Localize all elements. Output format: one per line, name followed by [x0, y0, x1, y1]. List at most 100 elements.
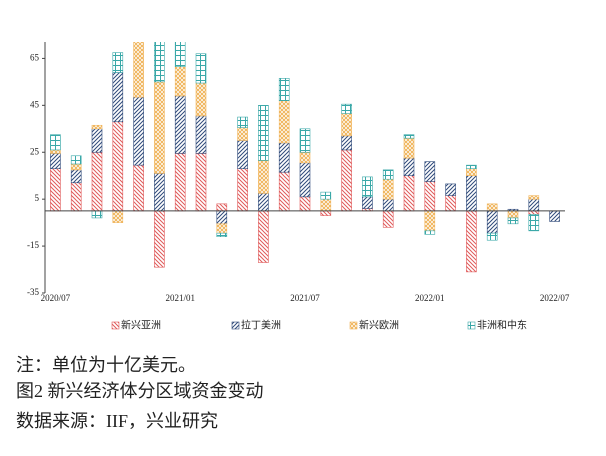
bar-segment	[133, 164, 144, 212]
bar-segment	[403, 175, 415, 212]
legend-label: 拉丁美洲	[241, 318, 281, 331]
bar-segment	[278, 78, 290, 101]
bar-segment	[486, 232, 498, 241]
bar-segment	[237, 140, 248, 169]
bar-segment	[70, 163, 82, 171]
x-tick-label: 2022/07	[540, 293, 570, 303]
x-tick-label: 2021/07	[290, 293, 320, 303]
y-tick-label: -35	[27, 287, 39, 297]
bar-segment	[133, 42, 144, 98]
bar-segment	[278, 100, 290, 144]
bar-segment	[403, 157, 415, 177]
bar-segment	[216, 210, 228, 225]
bar-segment	[278, 171, 290, 212]
bar-segment	[466, 168, 477, 177]
x-tick-label: 2022/01	[415, 293, 445, 303]
x-tick-label: 2021/01	[165, 293, 195, 303]
chart-title: 图2 新兴经济体分区域资金变动	[16, 381, 264, 401]
bar-segment	[154, 81, 165, 174]
bar-segment	[445, 183, 456, 196]
bar-segment	[528, 198, 540, 212]
legend-swatch	[467, 321, 476, 330]
bar-segment	[112, 72, 124, 123]
bar-segment	[528, 210, 540, 215]
bar-segment	[466, 164, 477, 169]
bar-segment	[112, 121, 124, 212]
bar-segment	[320, 191, 332, 200]
bar-segment	[424, 210, 436, 232]
bar-segment	[195, 53, 207, 84]
bar-segment	[341, 103, 352, 114]
bar-segment	[299, 128, 311, 153]
bar-segment	[50, 153, 61, 169]
bar-segment	[174, 66, 186, 97]
bar-segment	[258, 160, 269, 194]
bar-segment	[258, 193, 269, 212]
legend-label: 新兴欧洲	[359, 318, 399, 331]
bar-segment	[278, 142, 290, 173]
bar-segment	[112, 210, 124, 223]
x-tick-label: 2020/07	[41, 293, 71, 303]
bar-segment	[341, 135, 352, 151]
bar-segment	[362, 176, 373, 198]
bar-segment	[237, 168, 248, 212]
bar-segment	[528, 214, 540, 232]
bar-segment	[195, 153, 207, 212]
bar-segment	[174, 95, 186, 154]
legend-label: 新兴亚洲	[121, 318, 161, 331]
bar-segment	[237, 127, 248, 141]
bar-segment	[50, 134, 61, 151]
bar-segment	[216, 223, 228, 234]
bar-segment	[91, 128, 103, 153]
y-tick-label: 45	[30, 99, 40, 109]
bar-segment	[258, 210, 269, 263]
bar-segment	[382, 198, 394, 212]
bar-segment	[195, 82, 207, 117]
bar-segment	[320, 198, 332, 212]
y-tick-label: 65	[30, 52, 40, 62]
bar-segment	[445, 195, 456, 212]
bar-segment	[258, 105, 269, 161]
bar-segment	[507, 210, 519, 219]
bar-segment	[341, 149, 352, 212]
bar-segment	[320, 210, 332, 216]
bar-segment	[424, 181, 436, 212]
bar-segment	[70, 182, 82, 212]
bars	[50, 42, 560, 273]
bar-segment	[50, 168, 61, 212]
bar-segment	[403, 134, 415, 139]
bar-segment	[112, 52, 124, 73]
bar-segment	[216, 232, 228, 238]
y-tick-label: -15	[27, 240, 39, 250]
legend-label: 非洲和中东	[477, 318, 527, 331]
bar-segment	[299, 196, 311, 212]
bar-segment	[133, 96, 144, 166]
bar-segment	[154, 42, 165, 83]
bar-segment	[382, 210, 394, 228]
bar-segment	[362, 196, 373, 209]
legend-swatch	[111, 321, 120, 330]
bar-segment	[50, 149, 61, 154]
bar-segment	[70, 169, 82, 184]
bar-segment	[91, 151, 103, 212]
bar-segment	[486, 203, 498, 212]
bar-segment	[174, 42, 186, 67]
bar-segment	[549, 210, 560, 222]
bar-segment	[154, 210, 165, 268]
bar-segment	[216, 203, 228, 212]
bar-segment	[174, 153, 186, 212]
bar-segment	[91, 124, 103, 130]
bar-segment	[424, 230, 436, 235]
bar-segment	[195, 115, 207, 154]
legend-swatch	[349, 321, 358, 330]
legend-swatch	[231, 321, 240, 330]
bar-segment	[382, 178, 394, 200]
bar-segment	[507, 217, 519, 225]
bar-segment	[299, 151, 311, 164]
bar-segment	[91, 210, 103, 219]
bar-segment	[466, 175, 477, 212]
bar-segment	[382, 169, 394, 180]
bar-segment	[299, 162, 311, 198]
note: 注：单位为十亿美元。	[16, 355, 196, 375]
